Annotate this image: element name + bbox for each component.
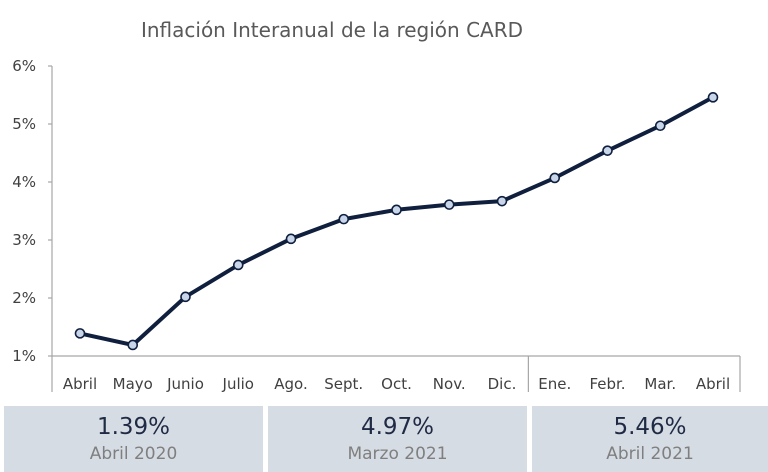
data-point	[127, 339, 139, 351]
data-point	[707, 92, 719, 103]
x-tick-label: Abril	[63, 375, 97, 393]
data-point	[391, 204, 402, 216]
x-tick-label: Sept.	[324, 375, 363, 393]
x-tick-label: Oct.	[381, 375, 412, 393]
x-tick-label: Nov.	[433, 375, 466, 393]
x-tick-label: Dic.	[488, 375, 517, 393]
data-point	[602, 145, 613, 156]
data-point	[285, 233, 297, 245]
highlight-label: Abril 2021	[606, 444, 694, 464]
chart-axes	[51, 66, 741, 392]
x-tick-label: Julio	[222, 375, 254, 393]
data-point	[180, 291, 191, 303]
highlight-label: Marzo 2021	[347, 444, 448, 464]
y-tick-label: 5%	[12, 115, 36, 133]
chart-title: Inflación Interanual de la región CARD	[141, 18, 523, 42]
x-tick-label: Febr.	[589, 375, 625, 393]
data-point	[654, 120, 666, 132]
highlight-value: 5.46%	[613, 414, 687, 440]
data-point	[496, 195, 508, 207]
y-tick-label: 2%	[12, 289, 36, 307]
x-tick-label: Ene.	[538, 375, 571, 393]
y-tick-label: 3%	[12, 231, 36, 249]
data-point	[338, 213, 350, 225]
x-tick-label: Mar.	[644, 375, 676, 393]
series-line	[78, 95, 715, 347]
data-points	[74, 92, 719, 351]
x-tick-label: Abril	[696, 375, 730, 393]
data-point	[549, 172, 561, 184]
highlight-card-abril-2021: 5.46% Abril 2021	[532, 406, 768, 472]
x-tick-label: Ago.	[274, 375, 307, 393]
x-tick-label: Mayo	[113, 375, 153, 393]
y-axis-ticks: 1% 2% 3% 4% 5% 6%	[12, 57, 52, 365]
y-tick-label: 1%	[12, 347, 36, 365]
line-chart: Inflación Interanual de la región CARD 1…	[12, 18, 741, 393]
y-tick-label: 4%	[12, 173, 36, 191]
highlight-value: 4.97%	[360, 414, 435, 440]
highlight-card-abril-2020: 1.39% Abril 2020	[4, 406, 263, 472]
data-point	[443, 199, 455, 210]
x-tick-label: Junio	[166, 375, 204, 393]
data-point	[232, 259, 244, 271]
y-tick-label: 6%	[12, 57, 36, 75]
highlight-value: 1.39%	[96, 414, 171, 440]
data-point	[74, 328, 86, 339]
highlight-label: Abril 2020	[89, 444, 178, 464]
highlight-card-marzo-2021: 4.97% Marzo 2021	[268, 406, 527, 472]
x-axis-ticks: Abril Mayo Junio Julio Ago. Sept. Oct. Nov. Dic.…	[63, 375, 730, 393]
